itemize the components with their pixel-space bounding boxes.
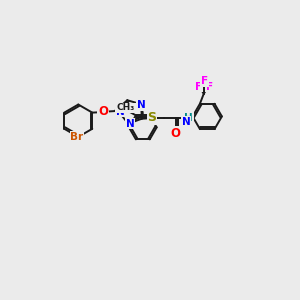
Text: F: F	[195, 82, 202, 92]
Text: Br: Br	[70, 132, 83, 142]
Text: N: N	[137, 100, 146, 110]
Text: N: N	[116, 106, 124, 116]
Text: CH₃: CH₃	[117, 103, 135, 112]
Text: N: N	[182, 117, 191, 127]
Text: O: O	[171, 127, 181, 140]
Text: H: H	[184, 113, 193, 123]
Text: O: O	[98, 105, 108, 118]
Text: F: F	[201, 76, 208, 86]
Text: N: N	[126, 119, 135, 129]
Text: F: F	[206, 82, 213, 92]
Text: S: S	[147, 112, 156, 124]
